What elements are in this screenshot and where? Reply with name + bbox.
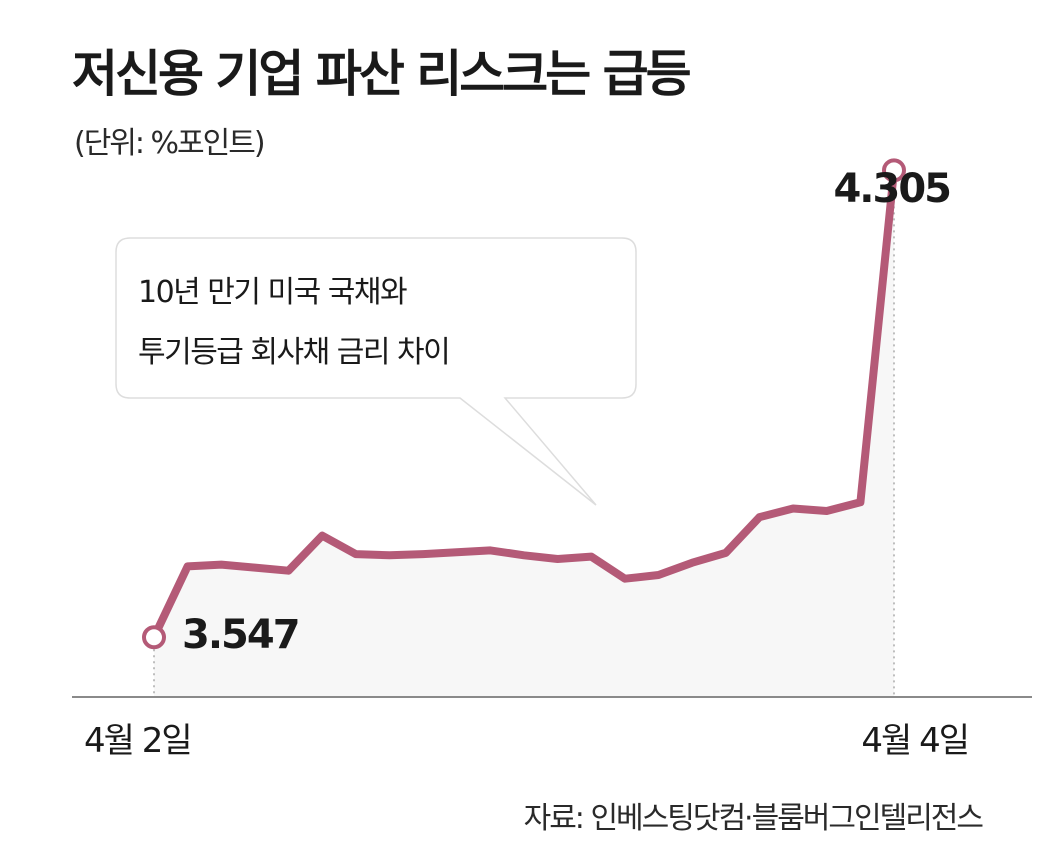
x-tick-label-end: 4월 4일 <box>861 721 968 761</box>
guide-lines <box>153 170 895 697</box>
start-value-label: 3.547 <box>182 612 299 658</box>
series-line <box>150 166 898 642</box>
area-fill-layer <box>154 170 894 698</box>
callout-bubble <box>115 237 637 506</box>
source-note: 자료: 인베스팅닷컴·블룸버그인텔리전스 <box>523 801 984 836</box>
unit-label: (단위: %포인트) <box>74 126 266 161</box>
series-point-layer <box>142 158 906 650</box>
x-tick-label-start: 4월 2일 <box>84 721 191 761</box>
end-value-label: 4.305 <box>833 166 950 212</box>
start-point <box>142 625 166 650</box>
annotation-line-2: 투기등급 회사채 금리 차이 <box>138 335 449 370</box>
area-fill <box>154 170 894 698</box>
annotation-callout: 10년 만기 미국 국채와 투기등급 회사채 금리 차이 <box>115 237 637 506</box>
series-line-layer <box>150 166 898 642</box>
chart-title: 저신용 기업 파산 리스크는 급등 <box>72 45 692 103</box>
annotation-line-1: 10년 만기 미국 국채와 <box>138 275 407 310</box>
end-point <box>882 158 906 183</box>
